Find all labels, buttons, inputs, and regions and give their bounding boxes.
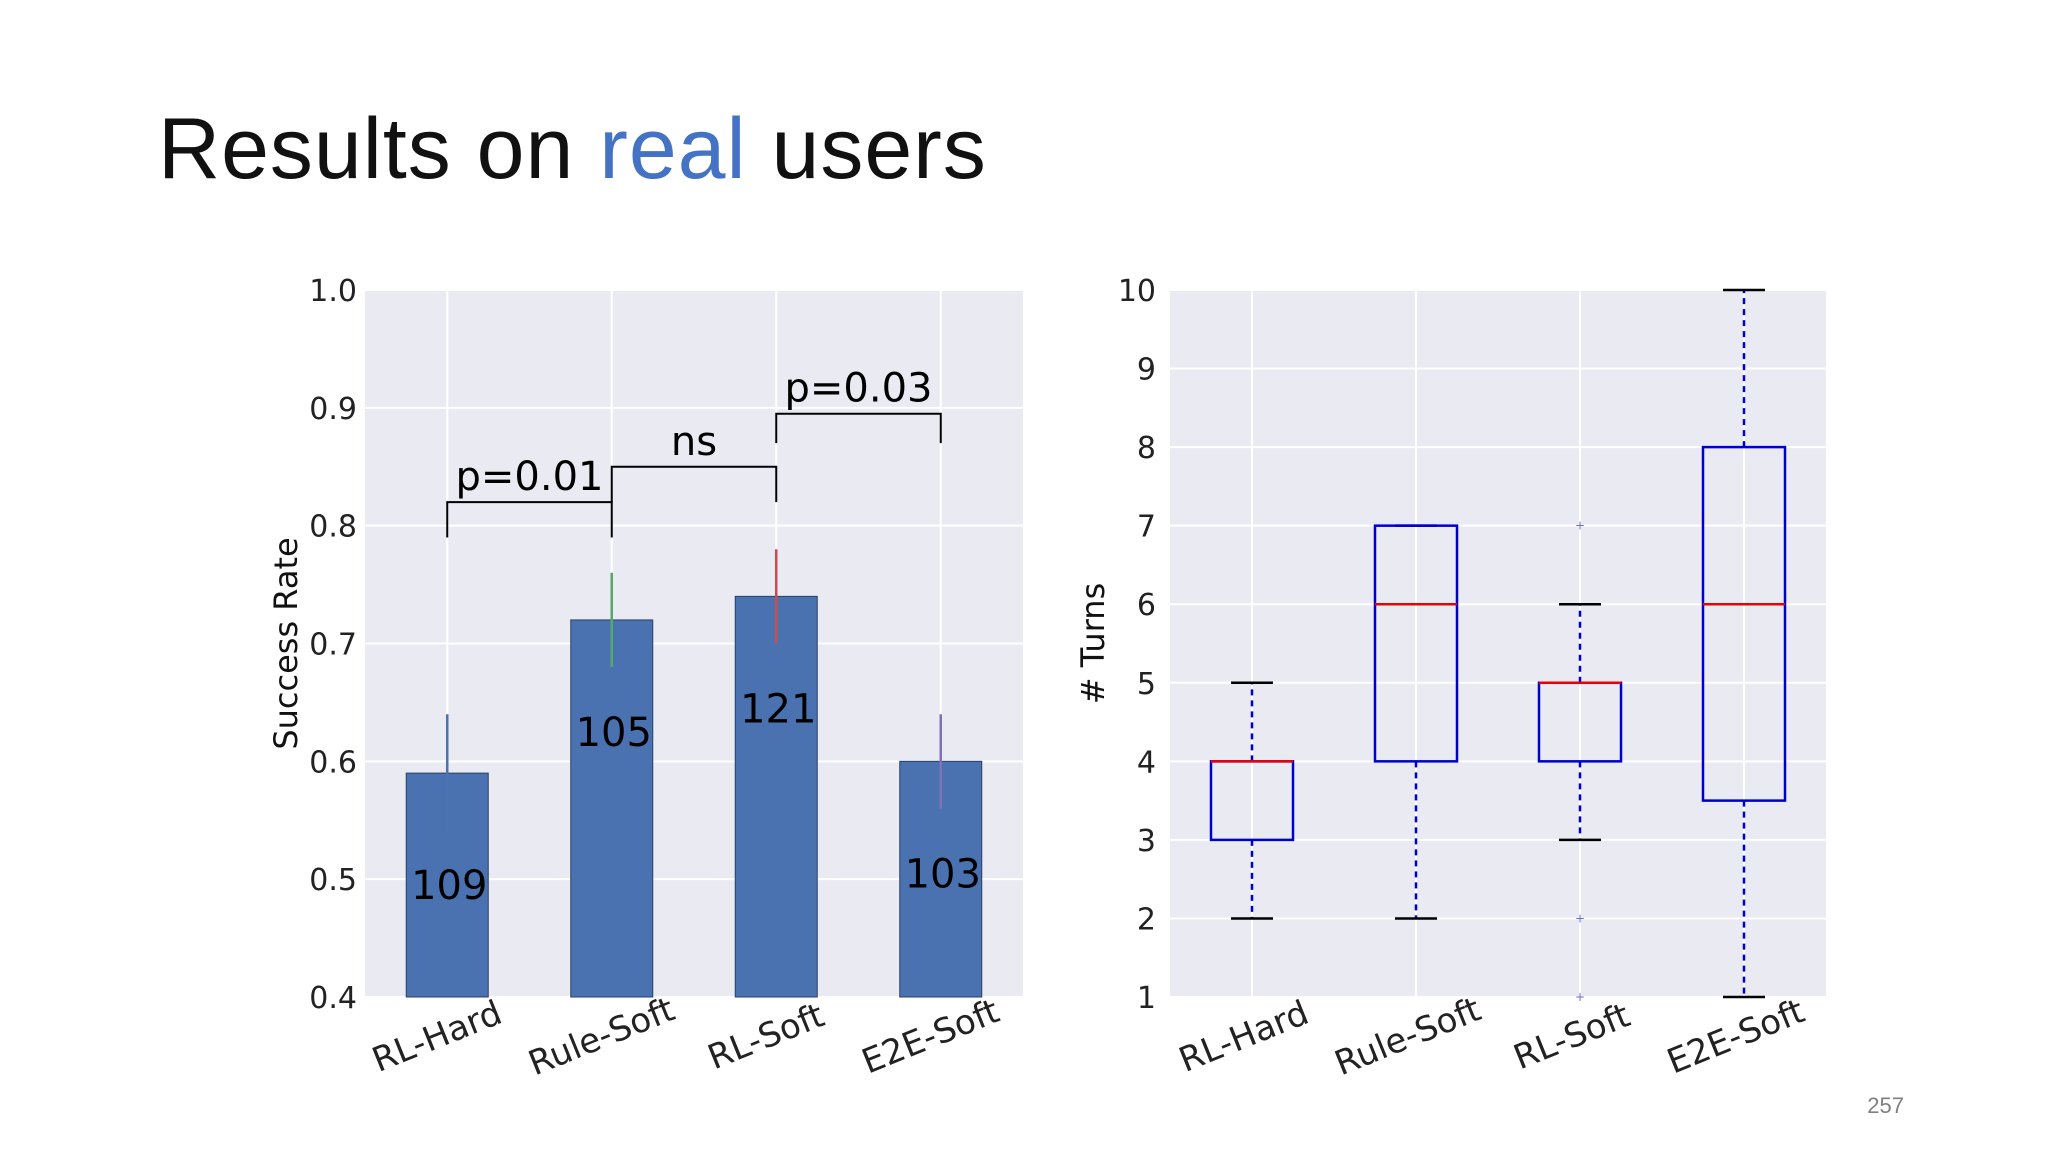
outlier-marker: + xyxy=(1575,519,1585,533)
plot-background xyxy=(1170,290,1826,997)
y-tick-label: 4 xyxy=(1137,745,1156,780)
title-suffix: users xyxy=(746,101,987,197)
significance-bracket xyxy=(610,465,778,503)
y-tick-label: 0.6 xyxy=(309,745,357,780)
significance-bracket xyxy=(446,501,613,538)
y-tick-label: 7 xyxy=(1137,510,1156,545)
bar-data-label: 103 xyxy=(905,851,981,897)
bar-data-label: 121 xyxy=(740,686,816,732)
significance-bracket xyxy=(775,412,942,444)
y-tick-label: 0.7 xyxy=(309,628,357,663)
bar xyxy=(570,619,654,998)
bar xyxy=(734,595,818,998)
significance-label: p=0.01 xyxy=(456,454,604,500)
y-tick-label: 5 xyxy=(1137,667,1156,702)
y-tick-label: 8 xyxy=(1137,431,1156,466)
y-tick-label: 10 xyxy=(1118,274,1156,309)
title-prefix: Results on xyxy=(158,101,600,197)
page-number: 257 xyxy=(1867,1093,1904,1118)
box xyxy=(1373,524,1459,763)
bar-data-label: 105 xyxy=(576,710,652,756)
y-tick-label: 1.0 xyxy=(309,274,357,309)
y-tick-label: 3 xyxy=(1137,824,1156,859)
x-tick-label: Rule-Soft xyxy=(1329,990,1486,1085)
outlier-marker: + xyxy=(1575,990,1585,1004)
significance-label: ns xyxy=(671,419,717,465)
y-tick-label: 1 xyxy=(1137,981,1156,1016)
x-tick-label: E2E-Soft xyxy=(1662,991,1810,1082)
x-tick-label: RL-Soft xyxy=(1508,996,1635,1079)
x-tick-label: RL-Hard xyxy=(1174,993,1315,1081)
y-tick-label: 9 xyxy=(1137,353,1156,388)
y-axis-label: # Turns xyxy=(1074,583,1112,705)
outlier-marker: + xyxy=(1575,911,1585,925)
box xyxy=(1701,445,1787,802)
slide-title: Results on real users xyxy=(158,100,987,199)
y-tick-label: 0.9 xyxy=(309,392,357,427)
y-tick-label: 0.8 xyxy=(309,510,357,545)
y-tick-label: 6 xyxy=(1137,588,1156,623)
y-tick-label: 0.5 xyxy=(309,863,357,898)
bar-data-label: 109 xyxy=(411,863,487,909)
title-accent-word: real xyxy=(599,101,747,197)
significance-label: p=0.03 xyxy=(785,366,933,412)
y-tick-label: 0.4 xyxy=(309,981,357,1016)
y-tick-label: 2 xyxy=(1137,902,1156,937)
y-axis-label: Success Rate xyxy=(267,537,305,749)
